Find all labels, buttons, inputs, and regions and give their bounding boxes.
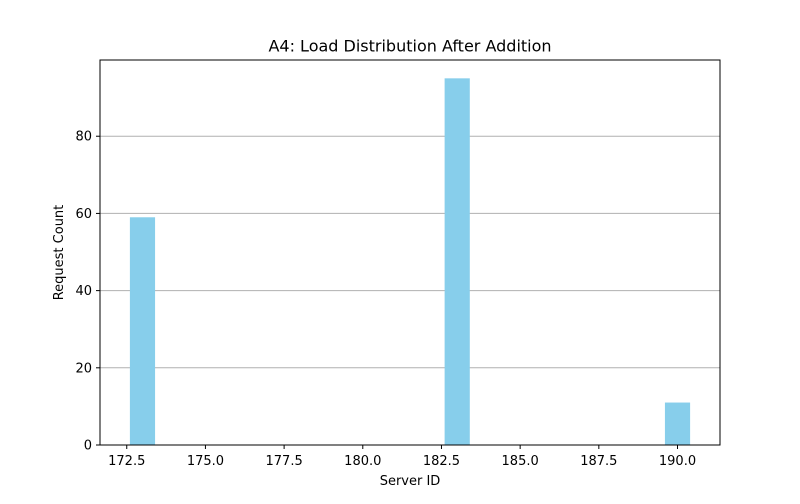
y-tick-label: 80 (75, 130, 92, 145)
x-tick-label: 185.0 (502, 454, 539, 469)
chart-title: A4: Load Distribution After Addition (268, 37, 551, 56)
y-tick-label: 40 (75, 284, 92, 299)
x-tick-label: 187.5 (580, 454, 617, 469)
y-axis-label: Request Count (52, 205, 67, 301)
y-tick-label: 20 (75, 361, 92, 376)
x-tick-label: 182.5 (423, 454, 460, 469)
x-tick-label: 175.0 (187, 454, 224, 469)
x-tick-label: 180.0 (344, 454, 381, 469)
y-tick-label: 0 (84, 439, 92, 454)
plot-frame (99, 59, 721, 446)
bars-group (129, 78, 691, 445)
x-axis-ticks: 172.5 175.0 177.5 180.0 182.5 185.0 187.5 190.0 (108, 445, 696, 469)
x-tick-label: 177.5 (266, 454, 303, 469)
x-axis-label: Server ID (380, 474, 441, 489)
y-tick-label: 60 (75, 207, 92, 222)
x-tick-label: 172.5 (108, 454, 145, 469)
bar-server-183 (444, 78, 470, 445)
x-tick-label: 190.0 (659, 454, 696, 469)
bar-server-190 (664, 402, 691, 445)
y-axis-ticks: 0 20 40 60 80 (75, 130, 100, 454)
bar-server-173 (129, 217, 156, 445)
